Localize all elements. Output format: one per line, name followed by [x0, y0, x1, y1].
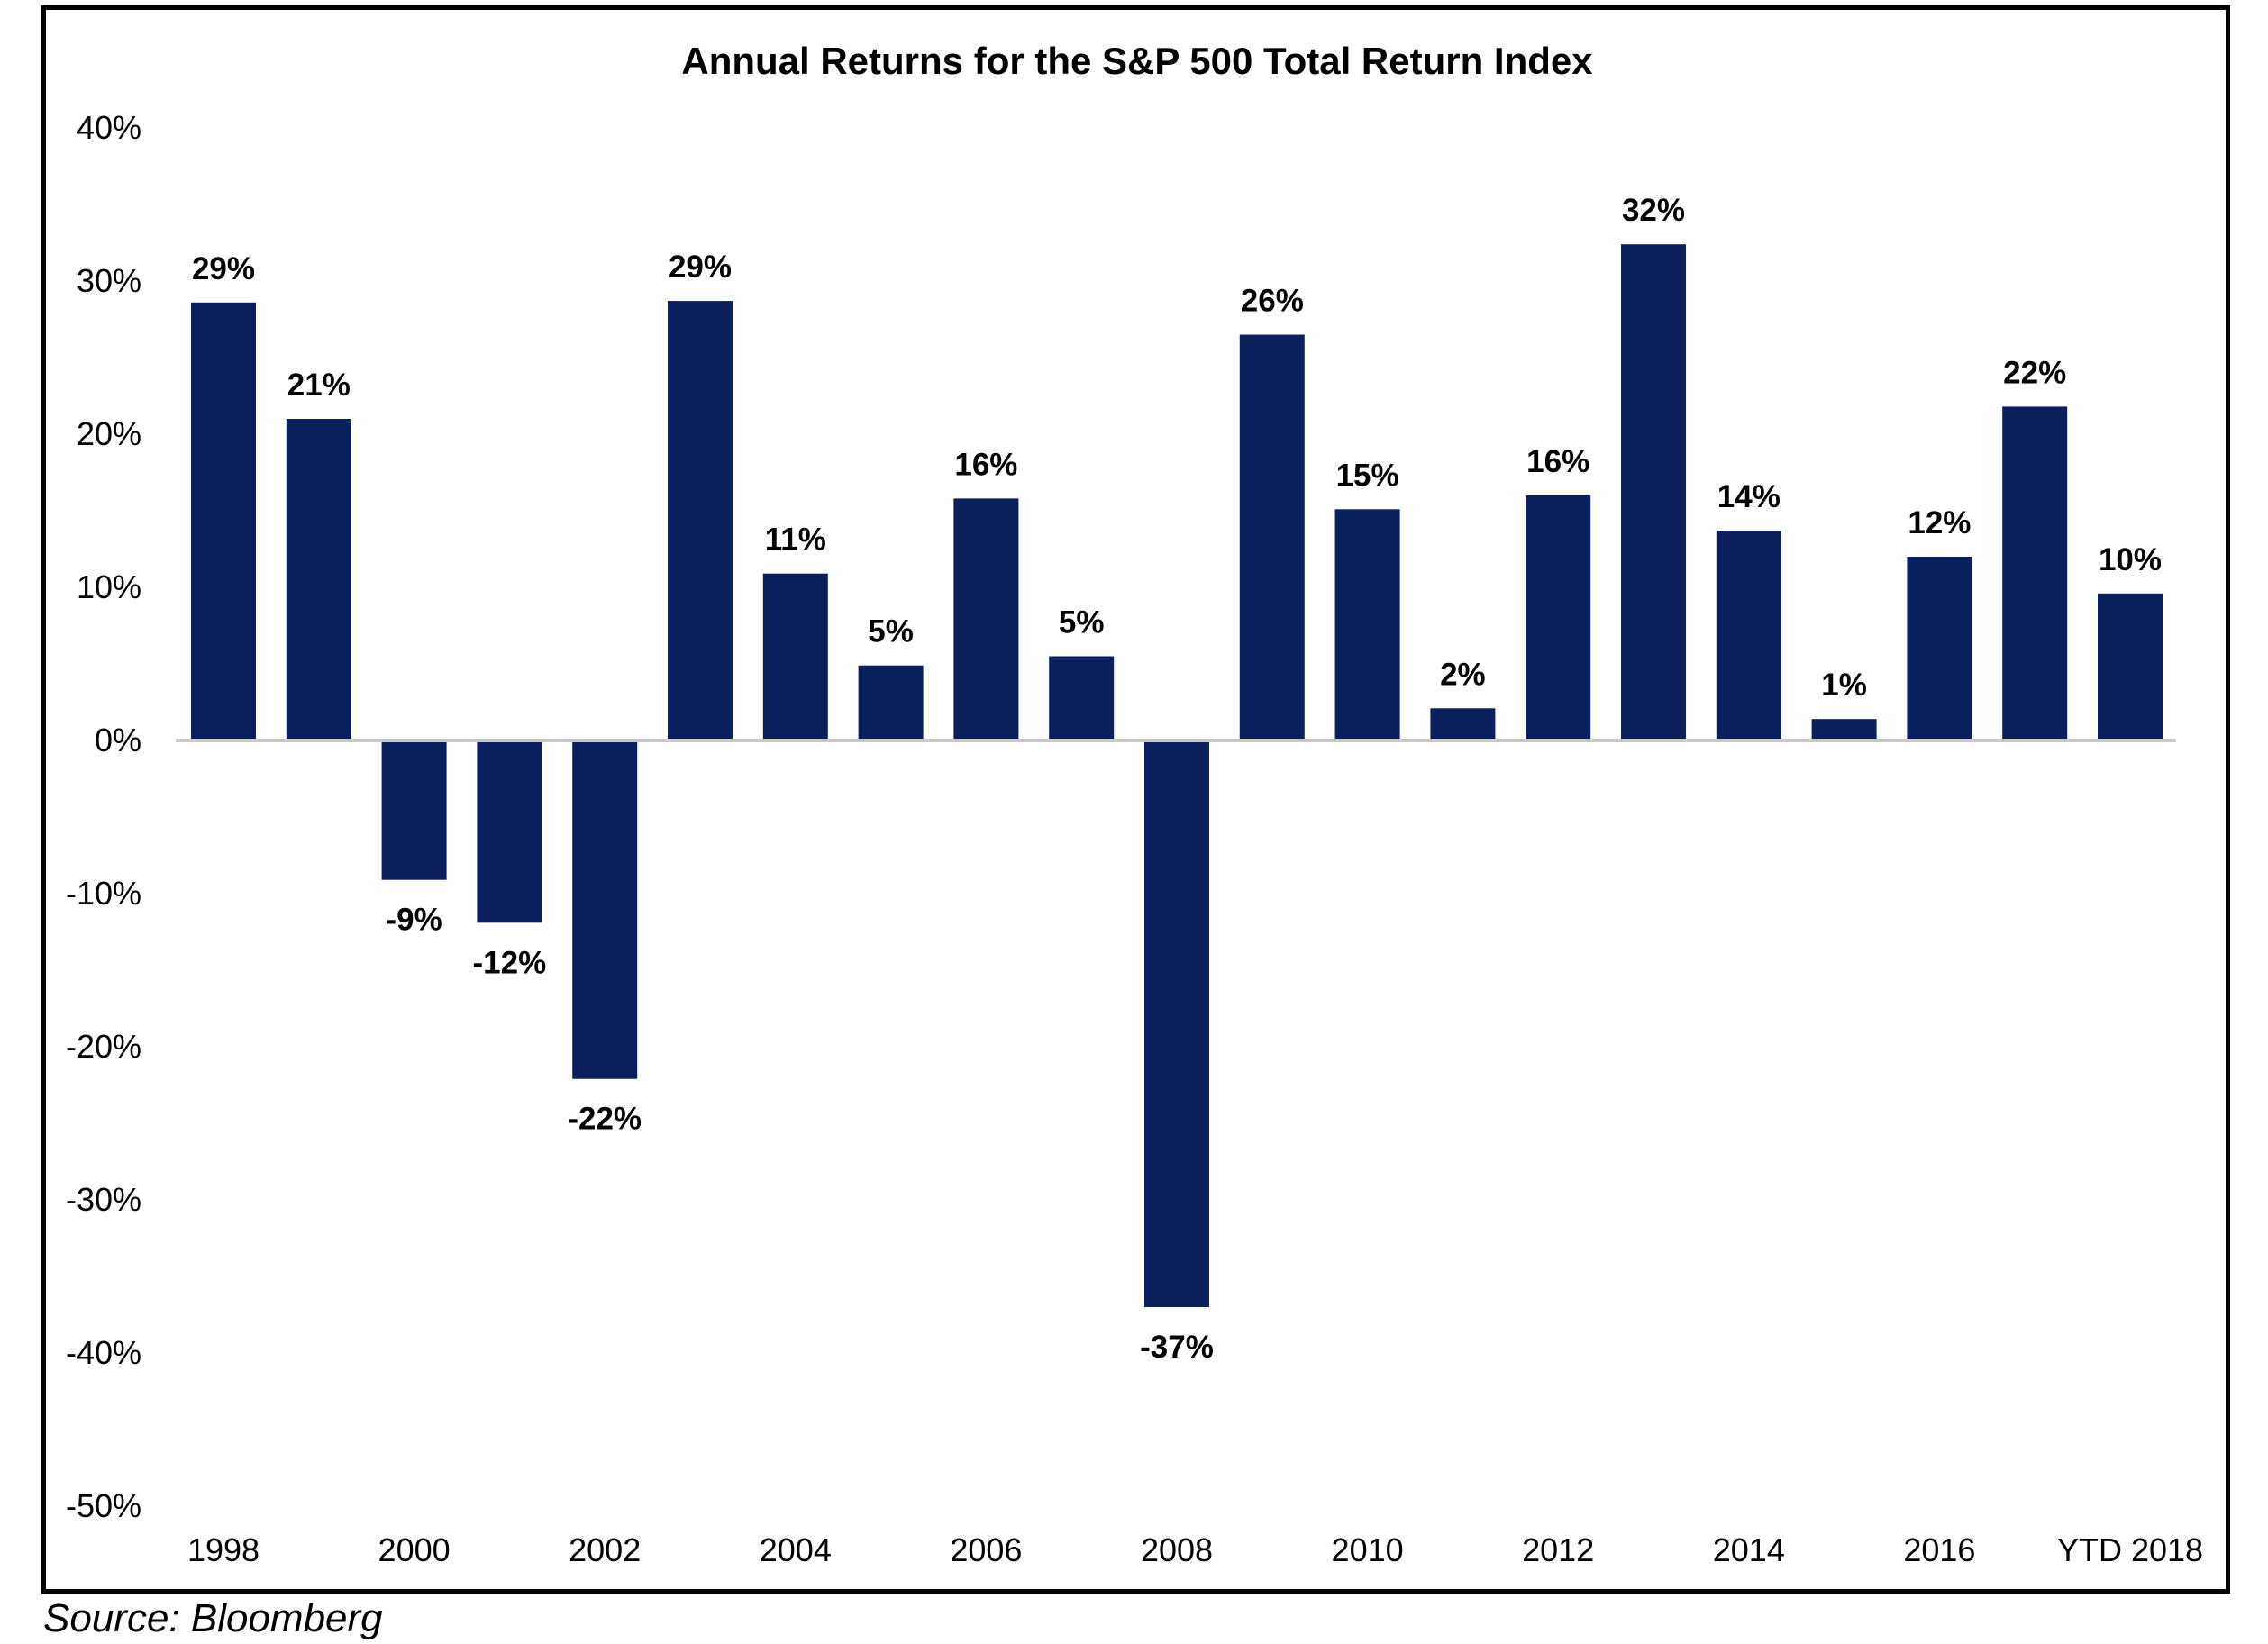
data-label: 10% — [2099, 542, 2162, 577]
chart-title: Annual Returns for the S&P 500 Total Ret… — [681, 40, 1593, 82]
data-label: 12% — [1908, 505, 1971, 540]
data-label: -12% — [473, 945, 547, 980]
data-label: 2% — [1440, 657, 1486, 692]
data-label: 16% — [954, 447, 1017, 482]
bars — [191, 244, 2163, 1307]
y-tick-label: 40% — [77, 109, 141, 146]
bar — [477, 740, 542, 923]
bar — [1811, 719, 1877, 740]
x-tick-label: 2014 — [1713, 1531, 1785, 1568]
bar — [191, 302, 256, 740]
data-label: 32% — [1622, 193, 1685, 228]
bar — [953, 498, 1019, 740]
y-tick-label: 0% — [95, 722, 141, 758]
x-tick-label: 2016 — [1903, 1531, 1975, 1568]
bar — [1907, 557, 1972, 740]
data-label: 29% — [669, 250, 732, 285]
bar — [2098, 593, 2163, 740]
bar — [286, 419, 351, 740]
data-label: 11% — [765, 522, 826, 558]
x-tick-label: 2004 — [760, 1531, 832, 1568]
x-tick-label: 1998 — [187, 1531, 260, 1568]
x-tick-label: 2006 — [950, 1531, 1022, 1568]
bar — [2002, 406, 2068, 740]
bar — [1716, 531, 1781, 740]
x-tick-label: 2000 — [378, 1531, 451, 1568]
data-labels: 29% 21% -9% -12% -22% 29% 11% 5% 16% 5% -37% 26% 15%… — [192, 193, 2162, 1365]
bar — [572, 740, 638, 1079]
data-label: -37% — [1140, 1330, 1214, 1365]
bar — [762, 573, 828, 740]
bar — [1430, 708, 1496, 740]
y-axis-labels: 40% 30% 20% 10% 0% -10% -20% -30% -40% -50% — [66, 109, 141, 1524]
bar — [1239, 334, 1305, 740]
y-tick-label: -40% — [66, 1334, 141, 1371]
bar — [858, 665, 924, 740]
y-tick-label: 20% — [77, 415, 141, 452]
y-tick-label: -50% — [66, 1487, 141, 1524]
x-tick-label: 2010 — [1332, 1531, 1404, 1568]
bar — [1049, 656, 1115, 740]
y-tick-label: -20% — [66, 1028, 141, 1065]
data-label: 15% — [1336, 458, 1399, 493]
data-label: 21% — [287, 368, 351, 403]
data-label: 14% — [1717, 479, 1781, 514]
x-tick-label: 2012 — [1522, 1531, 1594, 1568]
data-label: 1% — [1821, 668, 1867, 703]
y-tick-label: 10% — [77, 568, 141, 605]
y-tick-label: 30% — [77, 262, 141, 299]
data-label: 29% — [192, 251, 255, 286]
bar — [1526, 495, 1591, 740]
y-tick-label: -30% — [66, 1181, 141, 1218]
bar — [1334, 509, 1400, 740]
data-label: -9% — [386, 903, 442, 938]
data-label: 16% — [1526, 444, 1589, 479]
bar — [1621, 244, 1686, 740]
x-tick-label: 2002 — [569, 1531, 641, 1568]
bar — [1144, 740, 1209, 1307]
chart-frame — [41, 5, 2230, 1594]
x-axis-labels: 1998 2000 2002 2004 2006 2008 2010 2012 2014 2016… — [187, 1531, 2203, 1568]
data-label: 22% — [2003, 355, 2066, 390]
data-label: 5% — [1059, 605, 1105, 640]
data-label: -22% — [568, 1102, 642, 1137]
bar — [381, 740, 447, 880]
data-label: 5% — [868, 614, 914, 649]
source-note: Source: Bloomberg — [43, 1596, 383, 1640]
x-tick-label: YTD 2018 — [2057, 1531, 2203, 1568]
bar — [668, 301, 733, 740]
y-tick-label: -10% — [66, 875, 141, 912]
x-tick-label: 2008 — [1141, 1531, 1213, 1568]
data-label: 26% — [1241, 284, 1304, 319]
